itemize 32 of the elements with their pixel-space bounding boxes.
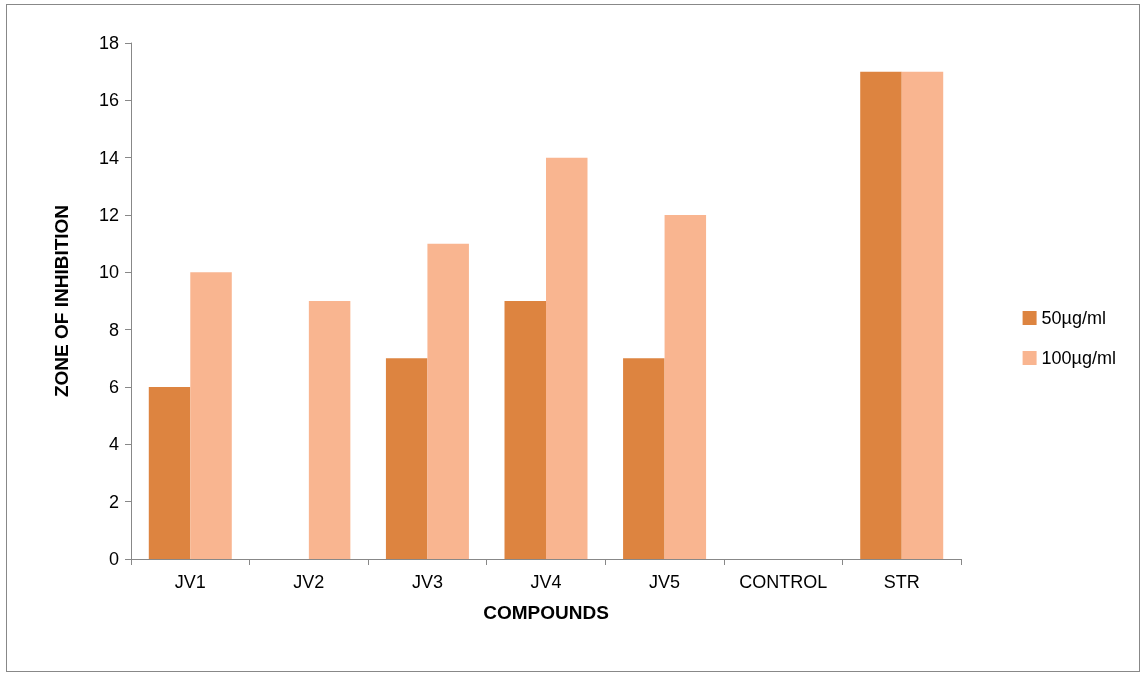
x-tick-label: JV4 (530, 572, 562, 592)
y-tick-label: 2 (108, 491, 119, 512)
x-axis-title: COMPOUNDS (483, 602, 609, 623)
y-tick-label: 18 (98, 33, 119, 53)
x-tick-label: STR (883, 572, 920, 592)
y-tick-label: 8 (108, 319, 119, 340)
y-tick-label: 16 (98, 90, 119, 111)
x-tick-label: JV2 (293, 572, 325, 592)
bar (308, 301, 351, 559)
bar (546, 157, 588, 559)
bar (860, 71, 902, 559)
y-tick-label: 4 (108, 434, 119, 455)
x-tick-label: JV5 (649, 572, 681, 592)
x-tick-label: JV3 (411, 572, 443, 592)
legend-label: 50µg/ml (1041, 308, 1106, 328)
y-tick-label: 0 (108, 549, 119, 569)
x-tick-label: CONTROL (739, 572, 828, 592)
bar (148, 387, 191, 559)
bar (623, 358, 665, 559)
bar (427, 243, 469, 559)
y-tick-label: 10 (98, 262, 119, 283)
bar (190, 272, 232, 559)
y-axis-title: ZONE OF INHIBITION (51, 204, 72, 398)
bar (664, 215, 707, 559)
bar (385, 358, 428, 559)
y-tick-label: 6 (108, 377, 119, 397)
y-tick-label: 12 (98, 205, 119, 225)
bar (504, 301, 546, 559)
bar (901, 71, 944, 559)
legend-label: 100µg/ml (1041, 348, 1117, 368)
y-tick-label: 14 (98, 147, 119, 168)
x-tick-label: JV1 (174, 572, 206, 592)
